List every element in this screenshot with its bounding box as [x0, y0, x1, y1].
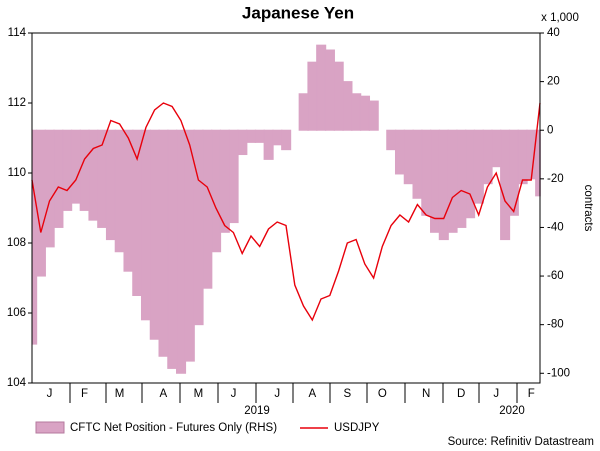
- year-label: 2020: [499, 405, 525, 417]
- area-segment: [132, 129, 143, 296]
- area-segment: [412, 129, 423, 199]
- area-segment: [140, 129, 152, 321]
- area-segment: [167, 129, 178, 369]
- area-segment: [123, 129, 134, 272]
- y2-tick-label: -80: [547, 319, 564, 331]
- line-series: [31, 102, 541, 322]
- area-segment: [473, 129, 484, 204]
- area-segment: [394, 129, 406, 175]
- y2-tick-label: -20: [547, 173, 564, 185]
- area-segment: [246, 129, 257, 143]
- area-segment: [438, 129, 449, 241]
- legend-label: USDJPY: [334, 422, 380, 434]
- area-segment: [403, 129, 414, 185]
- x-tick-label: M: [194, 388, 204, 400]
- y2-tick-label: -40: [547, 221, 564, 233]
- area-segment: [202, 129, 213, 289]
- area-segment: [114, 129, 125, 253]
- area-segment: [456, 129, 467, 228]
- area-segment: [272, 129, 283, 146]
- area-segment: [254, 129, 265, 143]
- x-tick-label: J: [274, 388, 280, 400]
- area-segment: [237, 129, 248, 156]
- x-tick-label: D: [457, 388, 465, 400]
- plot-frame: [31, 32, 541, 384]
- area-segment: [482, 129, 493, 185]
- area-segment: [333, 61, 344, 131]
- y-tick-label: 112: [8, 97, 26, 109]
- area-segment: [105, 129, 117, 241]
- x-tick-label: S: [343, 388, 351, 400]
- y-tick-label: 106: [7, 307, 26, 319]
- y-tick-label: 108: [7, 237, 26, 249]
- area-segment: [62, 129, 73, 211]
- x-tick-label: F: [81, 388, 88, 400]
- area-segment: [184, 129, 195, 362]
- area-segment: [88, 129, 99, 221]
- area-segment: [351, 93, 362, 131]
- area-segment: [70, 129, 81, 204]
- area-segment: [500, 129, 511, 241]
- area-segment: [508, 129, 519, 216]
- area-segment: [149, 129, 160, 340]
- legend-label: CFTC Net Position - Futures Only (RHS): [70, 422, 277, 434]
- area-segment: [342, 81, 353, 131]
- area-segment: [35, 129, 46, 277]
- year-label: 2019: [244, 405, 270, 417]
- x-tick-label: O: [378, 388, 387, 400]
- area-segment: [324, 49, 335, 131]
- y-tick-label: 104: [7, 377, 27, 389]
- source-note: Source: Refinitiv Datastream: [448, 436, 594, 448]
- y2-tick-label: -60: [547, 270, 564, 282]
- area-segment: [176, 129, 187, 374]
- x-tick-label: J: [231, 388, 237, 400]
- area-segment: [158, 129, 169, 357]
- area-segment: [211, 129, 222, 253]
- area-segment: [368, 100, 379, 131]
- x-tick-label: A: [160, 388, 168, 400]
- area-segment: [465, 129, 476, 219]
- area-segment: [228, 129, 239, 224]
- area-segment: [421, 129, 432, 216]
- area-segment: [44, 129, 55, 248]
- y2-axis-title: contracts: [582, 185, 594, 232]
- area-segment: [447, 129, 458, 233]
- area-segment: [53, 129, 64, 228]
- area-segment: [316, 44, 327, 131]
- x-tick-label: M: [115, 388, 125, 400]
- area-segment: [79, 129, 90, 211]
- area-segment: [517, 129, 528, 185]
- area-segment: [359, 95, 371, 131]
- x-tick-label: A: [308, 388, 316, 400]
- x-tick-label: J: [47, 388, 53, 400]
- y2-tick-label: -100: [547, 367, 570, 379]
- x-tick-label: N: [422, 388, 430, 400]
- area-segment: [307, 61, 318, 131]
- legend-swatch-area: [35, 421, 65, 434]
- area-segment: [219, 129, 230, 233]
- chart-title: Japanese Yen: [242, 3, 354, 22]
- area-segment: [491, 129, 502, 168]
- area-segment: [193, 129, 204, 326]
- x-tick-label: J: [493, 388, 499, 400]
- area-segment: [298, 93, 309, 131]
- area-segment: [281, 129, 292, 151]
- y-tick-label: 114: [8, 27, 27, 39]
- y2-tick-label: 20: [547, 76, 560, 88]
- y-tick-label: 110: [8, 167, 26, 179]
- area-segment: [263, 129, 274, 160]
- area-segment: [386, 129, 397, 151]
- x-tick-label: F: [528, 388, 535, 400]
- y2-tick-label: 40: [547, 27, 560, 39]
- y2-unit: x 1,000: [541, 12, 579, 24]
- y2-tick-label: 0: [547, 124, 553, 136]
